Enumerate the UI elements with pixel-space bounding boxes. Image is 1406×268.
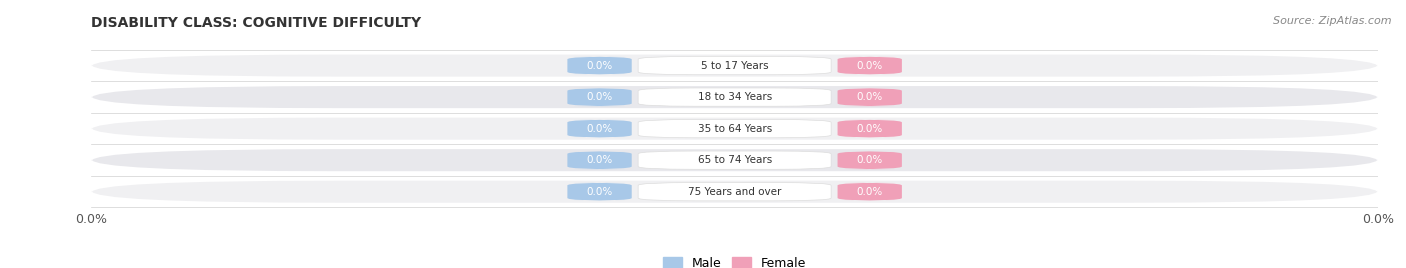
Text: 0.0%: 0.0%: [856, 124, 883, 134]
Text: 0.0%: 0.0%: [586, 92, 613, 102]
Text: 0.0%: 0.0%: [856, 61, 883, 70]
FancyBboxPatch shape: [638, 88, 831, 106]
FancyBboxPatch shape: [838, 88, 901, 106]
FancyBboxPatch shape: [568, 120, 631, 138]
FancyBboxPatch shape: [91, 149, 1378, 171]
FancyBboxPatch shape: [838, 183, 901, 201]
Text: DISABILITY CLASS: COGNITIVE DIFFICULTY: DISABILITY CLASS: COGNITIVE DIFFICULTY: [91, 16, 422, 30]
Text: 0.0%: 0.0%: [586, 124, 613, 134]
Text: 0.0%: 0.0%: [856, 187, 883, 197]
Text: 18 to 34 Years: 18 to 34 Years: [697, 92, 772, 102]
FancyBboxPatch shape: [568, 57, 631, 75]
FancyBboxPatch shape: [91, 118, 1378, 140]
FancyBboxPatch shape: [638, 57, 831, 75]
Text: 0.0%: 0.0%: [586, 187, 613, 197]
FancyBboxPatch shape: [838, 120, 901, 138]
Text: 0.0%: 0.0%: [586, 61, 613, 70]
Text: 35 to 64 Years: 35 to 64 Years: [697, 124, 772, 134]
FancyBboxPatch shape: [638, 120, 831, 138]
FancyBboxPatch shape: [91, 55, 1378, 77]
Text: 75 Years and over: 75 Years and over: [688, 187, 782, 197]
FancyBboxPatch shape: [838, 57, 901, 75]
FancyBboxPatch shape: [568, 151, 631, 169]
FancyBboxPatch shape: [568, 183, 631, 201]
Text: 5 to 17 Years: 5 to 17 Years: [700, 61, 769, 70]
Text: 0.0%: 0.0%: [856, 92, 883, 102]
Legend: Male, Female: Male, Female: [658, 252, 811, 268]
FancyBboxPatch shape: [638, 183, 831, 201]
FancyBboxPatch shape: [91, 86, 1378, 108]
FancyBboxPatch shape: [91, 181, 1378, 203]
Text: 65 to 74 Years: 65 to 74 Years: [697, 155, 772, 165]
Text: Source: ZipAtlas.com: Source: ZipAtlas.com: [1274, 16, 1392, 26]
FancyBboxPatch shape: [838, 151, 901, 169]
Text: 0.0%: 0.0%: [856, 155, 883, 165]
FancyBboxPatch shape: [568, 88, 631, 106]
FancyBboxPatch shape: [638, 151, 831, 169]
Text: 0.0%: 0.0%: [586, 155, 613, 165]
